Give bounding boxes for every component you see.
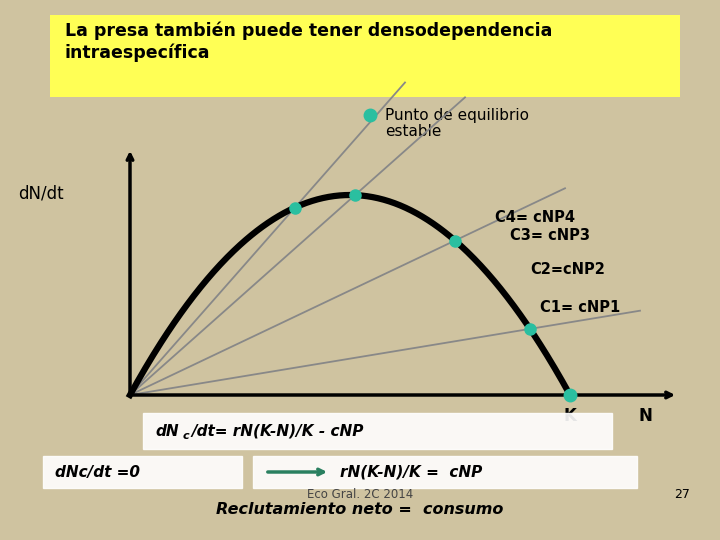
FancyBboxPatch shape: [143, 413, 612, 449]
Text: dN: dN: [155, 423, 179, 438]
Text: /dt= rN(K-N)/K - cNP: /dt= rN(K-N)/K - cNP: [191, 423, 364, 438]
FancyBboxPatch shape: [253, 456, 637, 488]
Text: K: K: [564, 407, 577, 425]
Text: C4= cNP4: C4= cNP4: [495, 210, 575, 225]
Text: Eco Gral. 2C 2014: Eco Gral. 2C 2014: [307, 488, 413, 501]
Text: La presa también puede tener densodependencia
intraespecífica: La presa también puede tener densodepend…: [65, 22, 552, 62]
Text: rN(K-N)/K =  cNP: rN(K-N)/K = cNP: [340, 464, 482, 480]
Text: N: N: [638, 407, 652, 425]
Text: C3= cNP3: C3= cNP3: [510, 228, 590, 243]
Text: dNc/dt =0: dNc/dt =0: [55, 464, 140, 480]
Text: c: c: [183, 431, 189, 441]
FancyBboxPatch shape: [50, 15, 680, 97]
Text: 27: 27: [674, 488, 690, 501]
Text: Reclutamiento neto =  consumo: Reclutamiento neto = consumo: [216, 502, 504, 517]
Text: estable: estable: [385, 124, 441, 139]
FancyBboxPatch shape: [43, 456, 242, 488]
Text: C1= cNP1: C1= cNP1: [540, 300, 620, 315]
Text: Punto de equilibrio: Punto de equilibrio: [385, 108, 529, 123]
Text: C2=cNP2: C2=cNP2: [530, 262, 605, 277]
Text: dN/dt: dN/dt: [18, 185, 63, 203]
